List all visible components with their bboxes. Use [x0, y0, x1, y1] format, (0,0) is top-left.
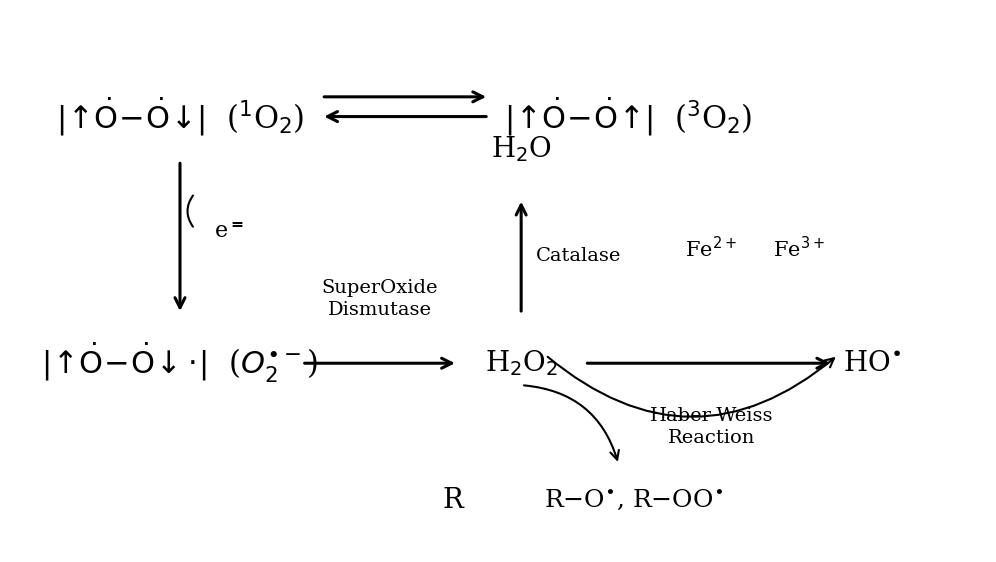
Text: SuperOxide
Dismutase: SuperOxide Dismutase: [322, 279, 438, 319]
Text: H$_2$O: H$_2$O: [491, 134, 552, 164]
Text: R$-$O$^{\bullet}$, R$-$OO$^{\bullet}$: R$-$O$^{\bullet}$, R$-$OO$^{\bullet}$: [544, 488, 723, 513]
Text: e$^{\boldsymbol{=}}$: e$^{\boldsymbol{=}}$: [214, 221, 244, 243]
Text: H$_2$O$_2$: H$_2$O$_2$: [485, 348, 558, 378]
Text: HO$^{\bullet}$: HO$^{\bullet}$: [843, 350, 901, 377]
Text: $\mathrm{|\!\uparrow\!\dot{O}\!-\!\dot{O}\!\downarrow\!|}$  ($^{1}$O$_2$): $\mathrm{|\!\uparrow\!\dot{O}\!-\!\dot{O…: [56, 95, 304, 138]
Text: R: R: [442, 487, 463, 514]
Text: $\mathrm{|\!\uparrow\!\dot{O}\!-\!\dot{O}\!\uparrow\!|}$  ($^{3}$O$_2$): $\mathrm{|\!\uparrow\!\dot{O}\!-\!\dot{O…: [504, 95, 753, 138]
Text: Fe$^{2+}$: Fe$^{2+}$: [685, 235, 737, 261]
Text: Catalase: Catalase: [536, 247, 622, 265]
Text: $\mathrm{|\!\uparrow\!\dot{O}\!-\!\dot{O}\!\downarrow\!\cdot\!|}$  ($O_2^{\bulle: $\mathrm{|\!\uparrow\!\dot{O}\!-\!\dot{O…: [42, 341, 319, 386]
Text: Fe$^{3+}$: Fe$^{3+}$: [773, 235, 825, 261]
Text: Haber-Weiss
Reaction: Haber-Weiss Reaction: [649, 407, 773, 447]
